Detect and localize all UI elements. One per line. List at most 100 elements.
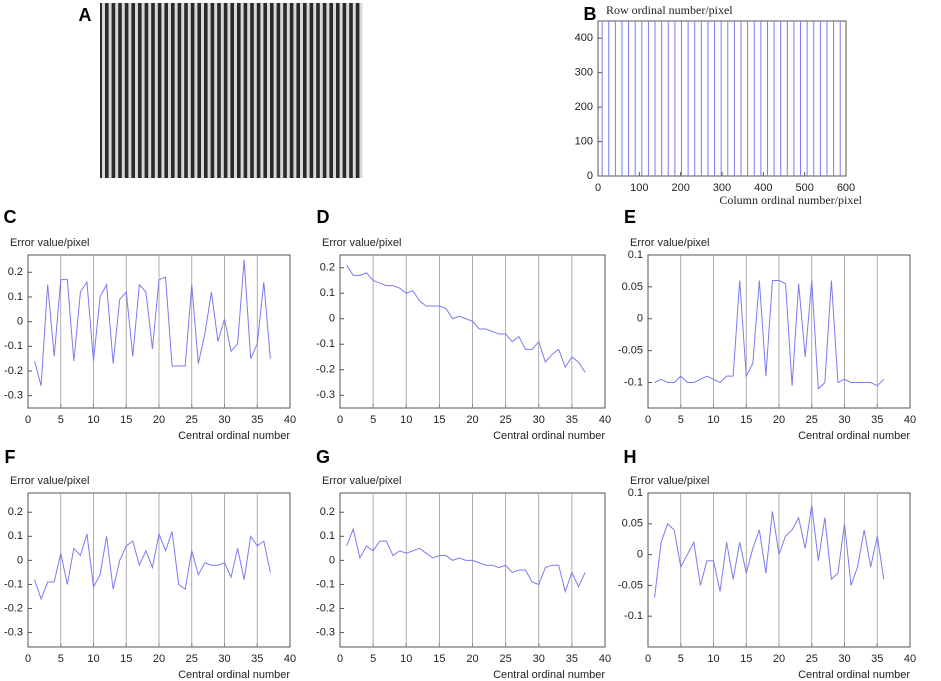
x-tick-label: 35 <box>871 414 883 426</box>
y-tick-label: -0.2 <box>4 602 23 614</box>
y-tick-label: 0.2 <box>8 506 23 518</box>
stripe <box>339 3 343 178</box>
x-tick-label: 25 <box>186 414 198 426</box>
x-tick-label: 100 <box>630 182 648 194</box>
x-tick-label: 25 <box>186 653 198 665</box>
x-tick-label: 15 <box>120 414 132 426</box>
y-tick-label: 0.1 <box>320 530 335 542</box>
panel-letter: A <box>79 5 92 25</box>
y-tick-label: -0.3 <box>4 626 23 638</box>
y-tick-label: 0 <box>329 554 335 566</box>
y-tick-label: 400 <box>575 32 593 44</box>
x-tick-label: 30 <box>533 414 545 426</box>
stripe <box>141 3 145 178</box>
error-line <box>34 531 271 601</box>
stripe <box>181 3 185 178</box>
y-tick-label: 100 <box>575 135 593 147</box>
stripe <box>267 3 270 178</box>
y-tick-label: 0 <box>17 554 23 566</box>
stripe <box>326 3 330 178</box>
x-tick-label: 15 <box>433 414 445 426</box>
y-axis-title: Error value/pixel <box>10 475 89 487</box>
x-tick-label: 15 <box>120 653 132 665</box>
y-tick-label: 0 <box>329 313 335 325</box>
x-tick-label: 500 <box>795 182 813 194</box>
stripe <box>333 3 336 178</box>
x-tick-label: 10 <box>87 653 99 665</box>
y-axis-title: Error value/pixel <box>630 475 709 487</box>
y-tick-label: -0.05 <box>618 579 643 591</box>
error-line <box>654 280 885 390</box>
y-tick-label: 0.1 <box>628 487 643 499</box>
panel-letter: H <box>624 447 637 467</box>
panel-letter: E <box>624 207 636 227</box>
x-tick-label: 5 <box>678 414 684 426</box>
y-tick-label: 0 <box>17 316 23 328</box>
x-tick-label: 0 <box>337 414 343 426</box>
y-tick-label: -0.2 <box>316 602 335 614</box>
stripe <box>128 3 132 178</box>
x-tick-label: 20 <box>153 414 165 426</box>
x-tick-label: 25 <box>806 414 818 426</box>
stripe <box>135 3 138 178</box>
y-tick-label: -0.1 <box>624 376 643 388</box>
x-tick-label: 30 <box>218 414 230 426</box>
y-tick-label: 200 <box>575 101 593 113</box>
x-tick-label: 5 <box>678 653 684 665</box>
x-tick-label: 35 <box>251 414 263 426</box>
stripe <box>115 3 119 178</box>
x-tick-label: 0 <box>25 414 31 426</box>
x-axis-title: Central ordinal number <box>798 669 910 681</box>
x-tick-label: 40 <box>284 414 296 426</box>
x-tick-label: 20 <box>773 414 785 426</box>
y-tick-label: 0 <box>587 170 593 182</box>
stripe <box>293 3 297 178</box>
stripe <box>319 3 323 178</box>
stripe <box>108 3 112 178</box>
stripe <box>187 3 191 178</box>
stripe <box>154 3 158 178</box>
y-tick-label: 0.05 <box>622 518 643 530</box>
x-tick-label: 40 <box>904 653 916 665</box>
x-axis-title: Central ordinal number <box>493 669 605 681</box>
y-tick-label: -0.2 <box>316 364 335 376</box>
x-tick-label: 15 <box>740 653 752 665</box>
stripe <box>201 3 204 178</box>
x-tick-label: 300 <box>713 182 731 194</box>
x-tick-label: 0 <box>645 653 651 665</box>
y-tick-label: 0 <box>637 313 643 325</box>
stripe <box>359 3 363 178</box>
stripe <box>214 3 218 178</box>
x-tick-label: 15 <box>740 414 752 426</box>
x-tick-label: 20 <box>466 414 478 426</box>
stripe <box>207 3 211 178</box>
x-tick-label: 25 <box>806 653 818 665</box>
x-tick-label: 5 <box>58 414 64 426</box>
stripe <box>174 3 178 178</box>
stripe <box>313 3 317 178</box>
stripe <box>346 3 350 178</box>
x-tick-label: 15 <box>433 653 445 665</box>
y-tick-label: 300 <box>575 67 593 79</box>
stripe <box>148 3 152 178</box>
y-tick-label: -0.2 <box>4 365 23 377</box>
stripe <box>306 3 310 178</box>
y-tick-label: 0.1 <box>628 249 643 261</box>
x-axis-title: Central ordinal number <box>798 430 910 442</box>
y-tick-label: -0.3 <box>4 390 23 402</box>
y-axis-title: Error value/pixel <box>322 237 401 249</box>
stripe <box>240 3 244 178</box>
x-tick-label: 30 <box>838 653 850 665</box>
x-tick-label: 0 <box>337 653 343 665</box>
error-line <box>34 259 271 386</box>
stripe <box>102 3 105 178</box>
stripe <box>121 3 125 178</box>
x-tick-label: 600 <box>837 182 855 194</box>
x-tick-label: 5 <box>58 653 64 665</box>
x-tick-label: 35 <box>566 414 578 426</box>
stripe <box>260 3 264 178</box>
x-tick-label: 30 <box>218 653 230 665</box>
panel-letter: D <box>317 207 330 227</box>
x-tick-label: 10 <box>400 653 412 665</box>
